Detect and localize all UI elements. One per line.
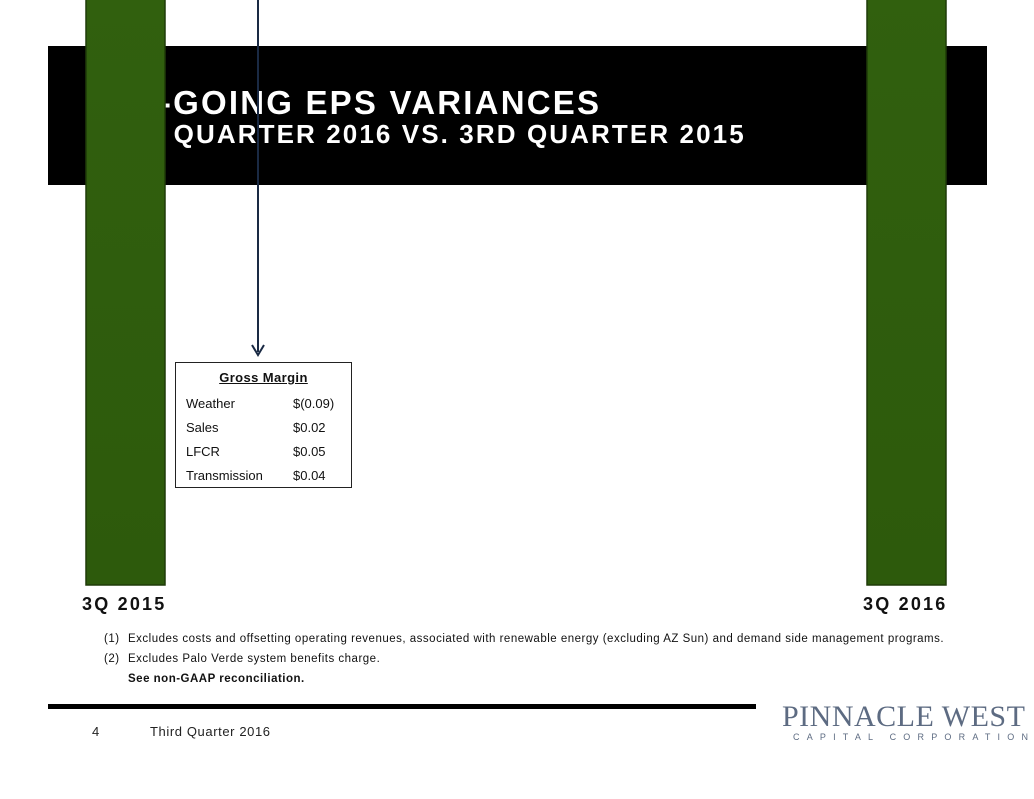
breakdown-row-name: Transmission (186, 468, 263, 483)
footnote-text: Excludes costs and offsetting operating … (128, 633, 945, 645)
breakdown-row-name: LFCR (186, 444, 220, 459)
footnote-text: Excludes Palo Verde system benefits char… (128, 653, 381, 665)
breakdown-row-name: Weather (186, 396, 235, 411)
footnote: (1) Excludes costs and offsetting operat… (104, 632, 964, 647)
breakdown-arrow-head (251, 344, 265, 357)
breakdown-row-value: $0.05 (293, 444, 326, 459)
bar-3q-2015 (85, 0, 166, 586)
page-title: ON-GOING EPS VARIANCES (106, 84, 602, 121)
company-logo: PINNACLE WEST (782, 700, 1026, 733)
footer-divider (48, 704, 756, 709)
category-label: 3Q 2015 (82, 594, 167, 614)
breakdown-row-value: $(0.09) (293, 396, 335, 411)
page-subtitle: 3RD QUARTER 2016 VS. 3RD QUARTER 2015 (106, 119, 746, 149)
breakdown-row-value: $0.02 (293, 420, 326, 435)
footnote-number: (2) (104, 653, 120, 665)
breakdown-row-value: $0.04 (293, 468, 326, 483)
breakdown-row: Transmission $0.04 (186, 468, 346, 484)
breakdown-row: LFCR $0.05 (186, 444, 346, 460)
footer-label: Third Quarter 2016 (150, 724, 271, 739)
category-label: 3Q 2016 (863, 594, 948, 614)
footnotes: (1) Excludes costs and offsetting operat… (104, 632, 964, 687)
breakdown-row: Weather $(0.09) (186, 396, 346, 412)
footnote-number: (1) (104, 633, 120, 645)
bar-3q-2016 (866, 0, 947, 586)
company-logo-tagline: CAPITAL CORPORATION (793, 732, 1034, 742)
breakdown-row: Sales $0.02 (186, 420, 346, 436)
header-banner (48, 46, 987, 185)
gross-margin-breakdown-title: Gross Margin (219, 370, 308, 385)
breakdown-row-name: Sales (186, 420, 219, 435)
gross-margin-breakdown-box: Gross Margin Weather $(0.09) Sales $0.02… (175, 362, 352, 488)
non-gaap-note: See non-GAAP reconciliation. (128, 673, 305, 685)
page-number: 4 (92, 724, 100, 739)
footnote: (2) Excludes Palo Verde system benefits … (104, 652, 964, 667)
